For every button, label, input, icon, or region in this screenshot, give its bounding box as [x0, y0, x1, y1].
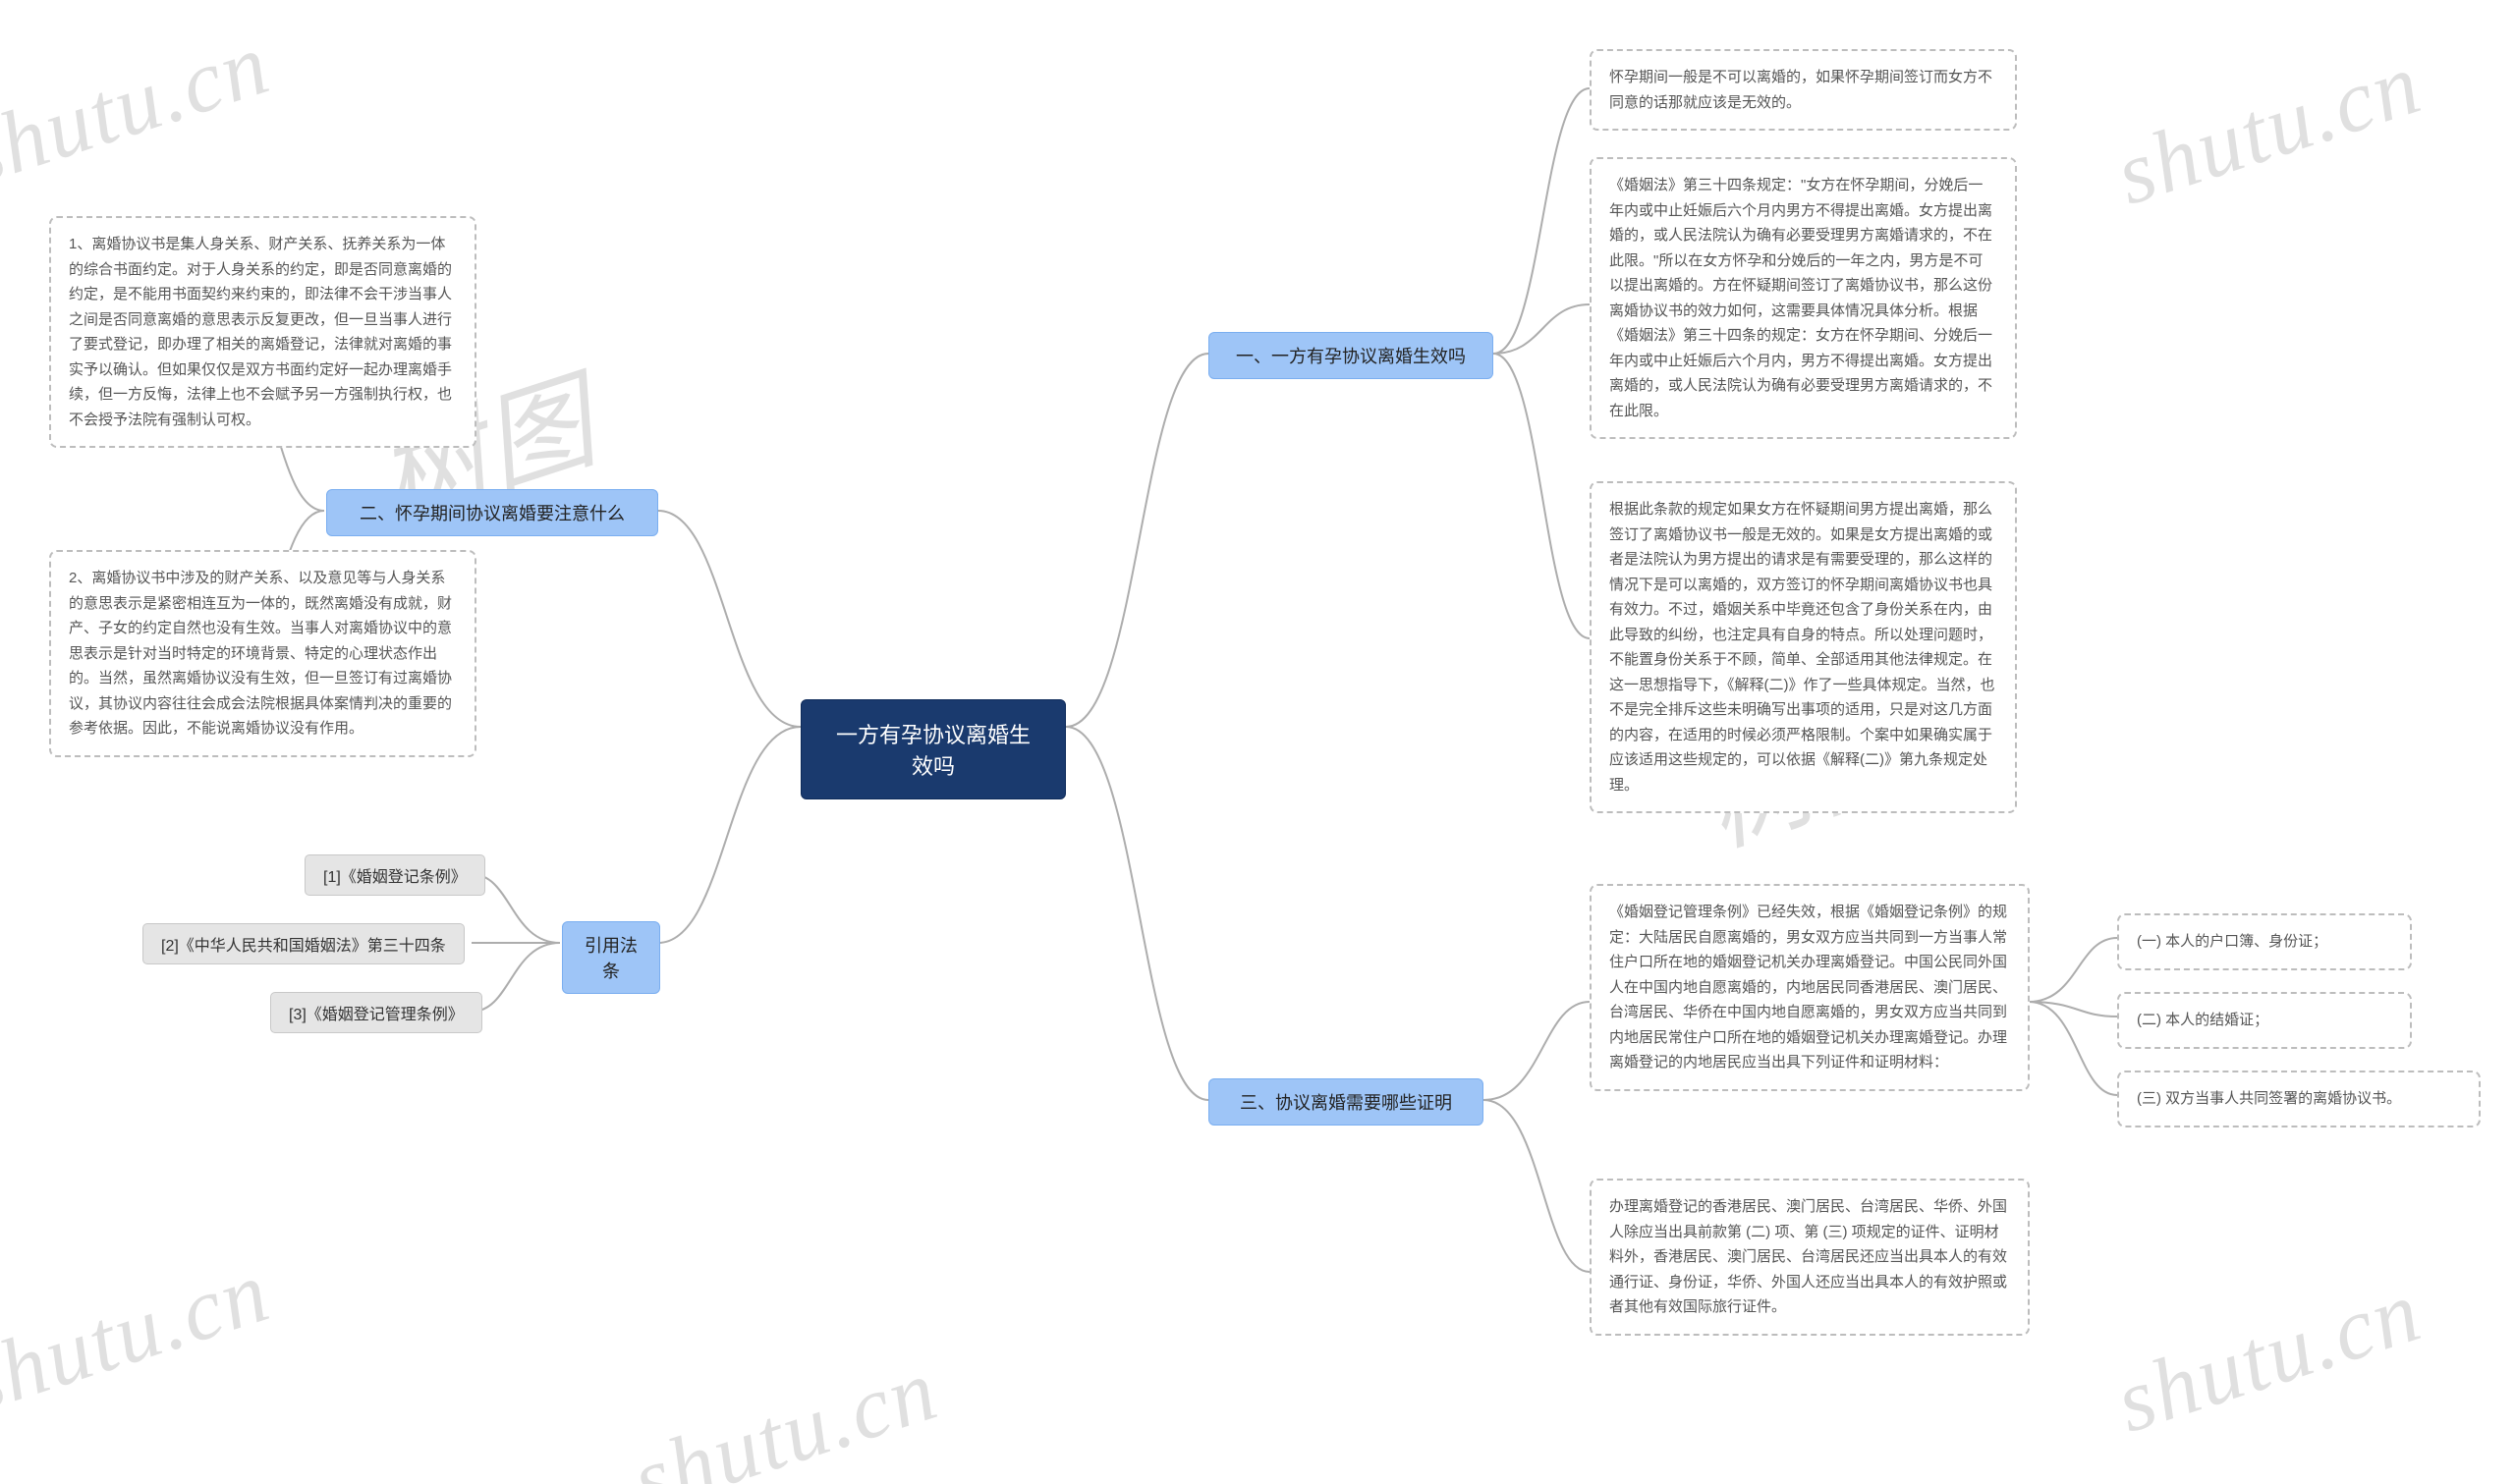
root-node: 一方有孕协议离婚生效吗	[801, 699, 1066, 799]
branch-label: 二、怀孕期间协议离婚要注意什么	[360, 500, 625, 525]
branch-label: 引用法条	[583, 932, 640, 983]
watermark: shutu.cn	[2104, 32, 2433, 225]
watermark: shutu.cn	[621, 1339, 950, 1484]
branch-label: 三、协议离婚需要哪些证明	[1240, 1089, 1452, 1115]
leaf-2b: 2、离婚协议书中涉及的财产关系、以及意见等与人身关系的意思表示是紧密相连互为一体…	[49, 550, 476, 757]
watermark: shutu.cn	[0, 1240, 282, 1433]
leaf-text: 1、离婚协议书是集人身关系、财产关系、抚养关系为一体的综合书面约定。对于人身关系…	[69, 236, 452, 428]
leaf-2a: 1、离婚协议书是集人身关系、财产关系、抚养关系为一体的综合书面约定。对于人身关系…	[49, 216, 476, 448]
leaf-1c: 根据此条款的规定如果女方在怀疑期间男方提出离婚，那么签订了离婚协议书一般是无效的…	[1590, 481, 2017, 813]
leaf-text: 根据此条款的规定如果女方在怀疑期间男方提出离婚，那么签订了离婚协议书一般是无效的…	[1609, 501, 1995, 794]
leaf-3a1: (一) 本人的户口簿、身份证；	[2117, 913, 2412, 970]
branch-section-2: 二、怀孕期间协议离婚要注意什么	[326, 489, 658, 536]
branch-citations: 引用法条	[562, 921, 660, 994]
root-label: 一方有孕协议离婚生效吗	[829, 718, 1037, 781]
leaf-3a2: (二) 本人的结婚证；	[2117, 992, 2412, 1049]
leaf-text: [3]《婚姻登记管理条例》	[289, 1001, 464, 1024]
branch-section-3: 三、协议离婚需要哪些证明	[1208, 1078, 1483, 1126]
leaf-text: 2、离婚协议书中涉及的财产关系、以及意见等与人身关系的意思表示是紧密相连互为一体…	[69, 570, 452, 737]
citation-3: [3]《婚姻登记管理条例》	[270, 992, 482, 1033]
leaf-text: 怀孕期间一般是不可以离婚的，如果怀孕期间签订而女方不同意的话那就应该是无效的。	[1609, 69, 1992, 111]
leaf-text: 《婚姻法》第三十四条规定："女方在怀孕期间，分娩后一年内或中止妊娠后六个月内男方…	[1609, 177, 1992, 419]
leaf-text: [1]《婚姻登记条例》	[323, 863, 467, 887]
leaf-1a: 怀孕期间一般是不可以离婚的，如果怀孕期间签订而女方不同意的话那就应该是无效的。	[1590, 49, 2017, 131]
watermark: shutu.cn	[0, 13, 282, 205]
leaf-text: (一) 本人的户口簿、身份证；	[2137, 933, 2327, 950]
leaf-3a: 《婚姻登记管理条例》已经失效，根据《婚姻登记条例》的规定：大陆居民自愿离婚的，男…	[1590, 884, 2030, 1091]
branch-section-1: 一、一方有孕协议离婚生效吗	[1208, 332, 1493, 379]
leaf-text: [2]《中华人民共和国婚姻法》第三十四条	[161, 932, 446, 956]
leaf-text: (三) 双方当事人共同签署的离婚协议书。	[2137, 1090, 2401, 1107]
citation-1: [1]《婚姻登记条例》	[305, 854, 485, 896]
watermark: shutu.cn	[2104, 1260, 2433, 1453]
leaf-text: 办理离婚登记的香港居民、澳门居民、台湾居民、华侨、外国人除应当出具前款第 (二)…	[1609, 1198, 2007, 1315]
leaf-text: (二) 本人的结婚证；	[2137, 1012, 2268, 1028]
branch-label: 一、一方有孕协议离婚生效吗	[1236, 343, 1466, 368]
leaf-1b: 《婚姻法》第三十四条规定："女方在怀孕期间，分娩后一年内或中止妊娠后六个月内男方…	[1590, 157, 2017, 439]
citation-2: [2]《中华人民共和国婚姻法》第三十四条	[142, 923, 465, 964]
leaf-3b: 办理离婚登记的香港居民、澳门居民、台湾居民、华侨、外国人除应当出具前款第 (二)…	[1590, 1179, 2030, 1336]
leaf-3a3: (三) 双方当事人共同签署的离婚协议书。	[2117, 1071, 2481, 1127]
leaf-text: 《婚姻登记管理条例》已经失效，根据《婚姻登记条例》的规定：大陆居民自愿离婚的，男…	[1609, 904, 2007, 1071]
